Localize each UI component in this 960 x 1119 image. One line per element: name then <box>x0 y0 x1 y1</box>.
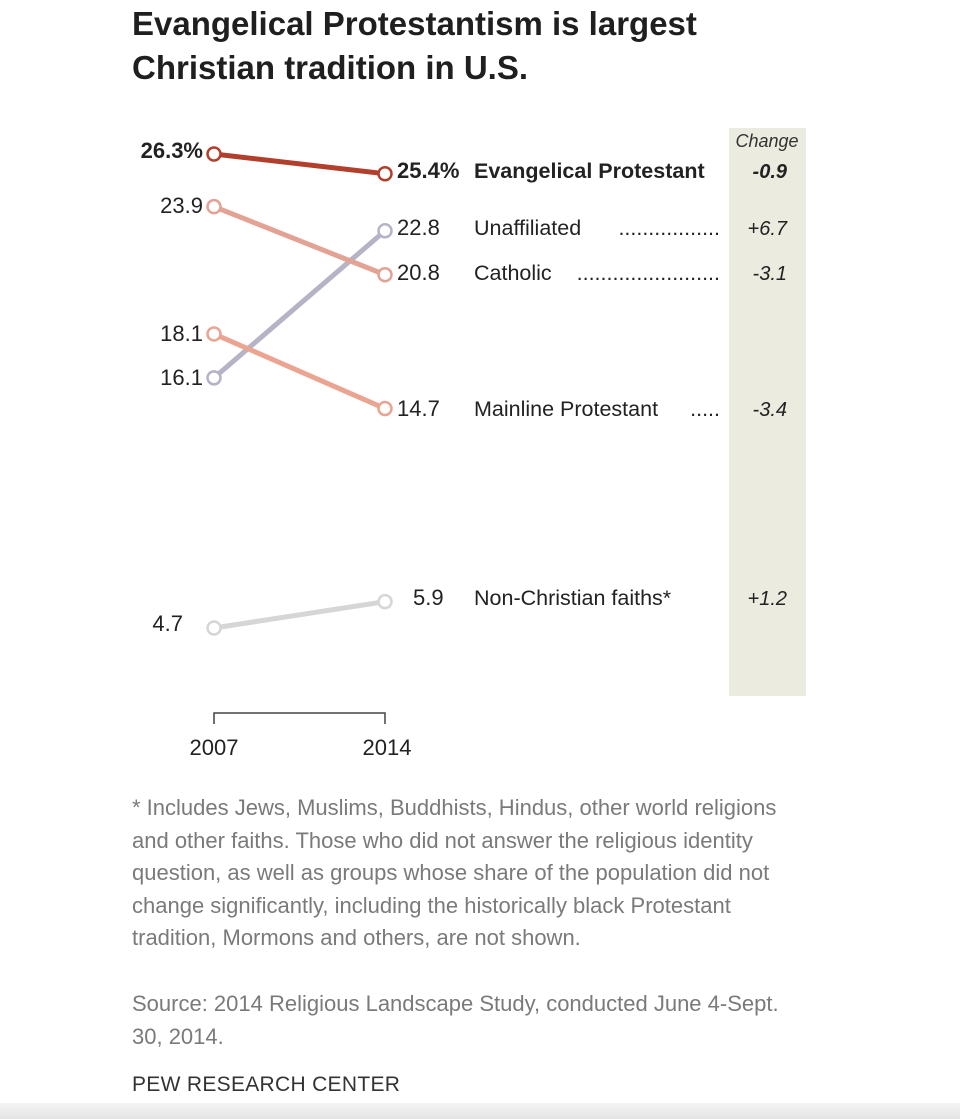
series-non-christian-faiths: 4.7 5.9 Non-Christian faiths* +1.2 <box>152 585 787 636</box>
end-point <box>377 166 393 182</box>
end-value-label: 5.9 <box>413 585 444 610</box>
slope-line <box>211 151 388 177</box>
x-tick-label-2007: 2007 <box>190 735 239 760</box>
change-value: -3.4 <box>753 399 787 421</box>
start-value-label: 23.9 <box>160 193 203 218</box>
start-point <box>206 370 222 386</box>
change-value: -3.1 <box>753 263 787 285</box>
start-point <box>206 620 222 636</box>
source-note: Source: 2014 Religious Landscape Study, … <box>132 991 779 1049</box>
series-layer: 26.3% 25.4% Evangelical Protestant -0.9 16.1… <box>141 138 788 636</box>
start-value-label: 16.1 <box>160 365 203 390</box>
slope-line <box>211 204 388 278</box>
chart-title: Evangelical Protestantism is largest Chr… <box>132 5 697 86</box>
organization-credit: PEW RESEARCH CENTER <box>132 1073 401 1096</box>
end-value-label: 25.4% <box>397 158 459 183</box>
slope-line <box>211 228 388 381</box>
series-catholic: 23.9 20.8 Catholic........................… <box>160 193 787 285</box>
end-point <box>377 400 393 417</box>
series-name-label: Evangelical Protestant <box>474 159 705 183</box>
series-name-label: Catholic <box>474 261 552 285</box>
change-value: -0.9 <box>753 161 788 183</box>
start-value-label: 4.7 <box>152 611 183 636</box>
end-value-label: 14.7 <box>397 396 440 421</box>
bottom-edge <box>0 1103 960 1119</box>
series-name-label: Mainline Protestant <box>474 397 658 421</box>
x-axis: 2007 2014 <box>190 712 412 760</box>
start-value-label: 26.3% <box>141 138 203 163</box>
leader-dots: ..... <box>690 397 720 421</box>
footnote: * Includes Jews, Muslims, Buddhists, Hin… <box>132 795 777 950</box>
series-unaffiliated: 16.1 22.8 Unaffiliated................. +6.… <box>160 215 788 390</box>
end-point <box>377 266 393 283</box>
start-point <box>206 198 222 215</box>
series-mainline-protestant: 18.1 14.7 Mainline Protestant..... -3.4 <box>160 321 787 421</box>
start-value-label: 18.1 <box>160 321 203 346</box>
change-column-header: Change <box>735 131 798 151</box>
series-evangelical-protestant: 26.3% 25.4% Evangelical Protestant -0.9 <box>141 138 788 183</box>
end-point <box>377 593 393 610</box>
slope-line <box>211 331 388 412</box>
leader-dots: ........................ <box>577 261 720 285</box>
change-value: +6.7 <box>748 218 788 240</box>
slope-chart: Change 26.3% 25.4% Evangelical Protestant -… <box>141 128 806 760</box>
slope-line <box>211 599 388 631</box>
end-value-label: 22.8 <box>397 215 440 240</box>
start-point <box>206 326 222 342</box>
series-name-label: Non-Christian faiths* <box>474 586 672 610</box>
x-axis-bracket <box>213 712 386 724</box>
end-point <box>377 223 393 239</box>
start-point <box>206 146 222 162</box>
leader-dots: ................. <box>618 216 720 240</box>
x-tick-label-2014: 2014 <box>363 735 412 760</box>
series-name-label: Unaffiliated <box>474 216 581 240</box>
change-column-band <box>729 128 806 696</box>
end-value-label: 20.8 <box>397 260 440 285</box>
change-value: +1.2 <box>748 588 787 610</box>
